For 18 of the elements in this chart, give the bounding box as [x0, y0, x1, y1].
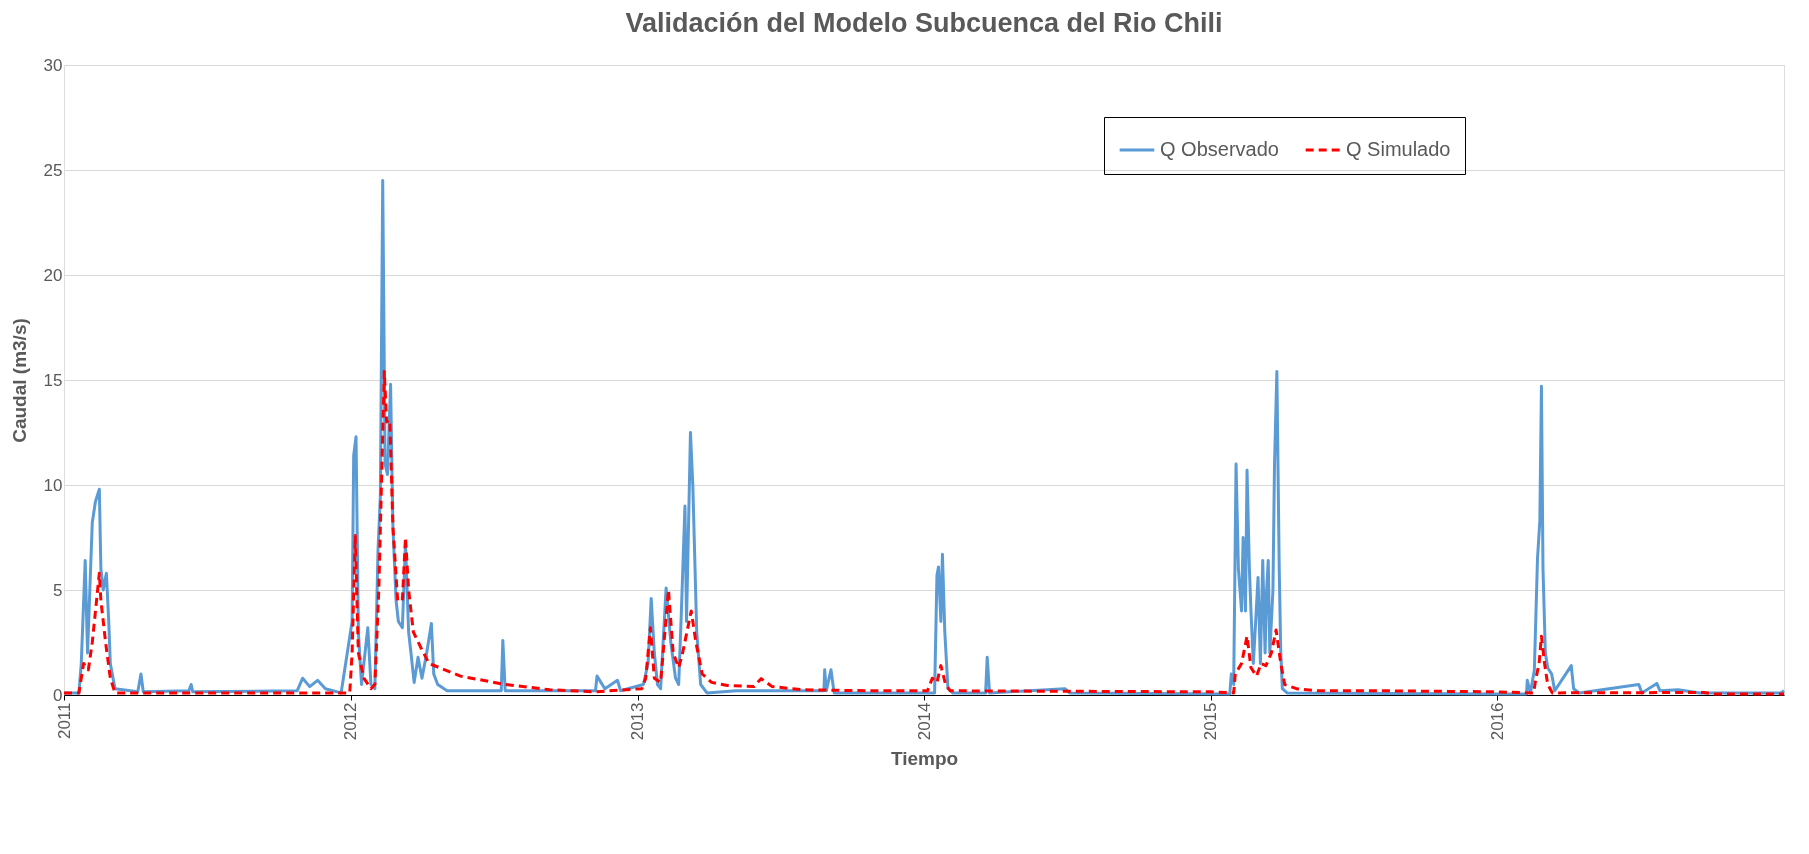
y-tick-label: 15 — [43, 370, 63, 390]
x-tick-label: 2012 — [341, 702, 361, 741]
legend-label: Q Simulado — [1346, 138, 1451, 160]
y-tick-label: 10 — [43, 475, 63, 495]
chart-title: Validación del Modelo Subcuenca del Rio Chili — [625, 8, 1223, 38]
x-axis-title: Tiempo — [890, 748, 959, 770]
x-tick-label: 2014 — [914, 702, 934, 741]
legend-label: Q Observado — [1160, 138, 1279, 160]
y-axis-title: Caudal (m3/s) — [8, 318, 30, 443]
x-tick-label: 2015 — [1201, 702, 1221, 741]
x-tick-label: 2016 — [1487, 702, 1507, 741]
y-tick-label: 5 — [53, 580, 63, 600]
y-tick-label: 25 — [43, 160, 63, 180]
y-tick-label: 20 — [43, 265, 63, 285]
y-tick-label: 30 — [43, 55, 63, 75]
x-tick-label: 2011 — [54, 702, 74, 740]
x-tick-label: 2013 — [628, 702, 648, 741]
y-tick-label: 0 — [53, 685, 63, 705]
